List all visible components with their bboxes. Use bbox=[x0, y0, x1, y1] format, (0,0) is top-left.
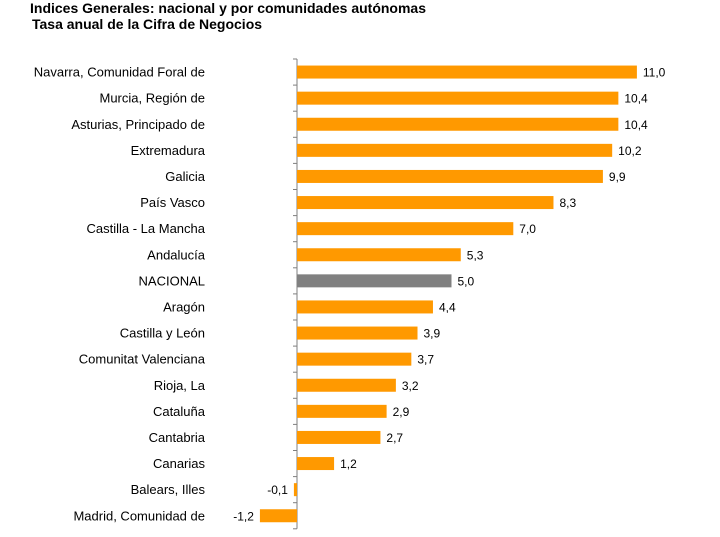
bar bbox=[297, 65, 637, 79]
category-label: Asturias, Principado de bbox=[71, 117, 205, 132]
data-label: 2,7 bbox=[386, 431, 403, 445]
data-label: 4,4 bbox=[439, 300, 456, 314]
data-label: 3,9 bbox=[424, 327, 441, 341]
category-label: Cantabria bbox=[149, 430, 206, 445]
category-label: Andalucía bbox=[147, 247, 206, 262]
bar bbox=[297, 404, 387, 418]
bar bbox=[297, 222, 514, 236]
data-label: -0,1 bbox=[267, 483, 288, 497]
data-label: 10,4 bbox=[624, 92, 648, 106]
data-label: 9,9 bbox=[609, 170, 626, 184]
category-label: Galicia bbox=[165, 169, 206, 184]
category-label: Castilla - La Mancha bbox=[87, 221, 206, 236]
data-label: 7,0 bbox=[519, 222, 536, 236]
category-label: Rioja, La bbox=[154, 378, 206, 393]
category-label: Murcia, Región de bbox=[100, 91, 206, 106]
category-label: Extremadura bbox=[131, 143, 206, 158]
bar bbox=[297, 378, 396, 392]
category-label: Madrid, Comunidad de bbox=[73, 508, 205, 523]
category-label: Balears, Illes bbox=[131, 482, 206, 497]
bar bbox=[297, 169, 603, 183]
category-label: Navarra, Comunidad Foral de bbox=[34, 65, 205, 80]
bar bbox=[297, 248, 461, 262]
category-label: País Vasco bbox=[140, 195, 205, 210]
bar bbox=[297, 91, 619, 105]
data-label: 3,2 bbox=[402, 379, 419, 393]
data-label: 10,2 bbox=[618, 144, 642, 158]
data-label: 1,2 bbox=[340, 457, 357, 471]
chart-title: Indices Generales: nacional y por comuni… bbox=[30, 0, 426, 16]
bar bbox=[297, 117, 619, 131]
data-label: 5,3 bbox=[467, 248, 484, 262]
data-label: 10,4 bbox=[624, 118, 648, 132]
category-label: Cataluña bbox=[153, 404, 206, 419]
bar bbox=[259, 509, 297, 523]
category-label: NACIONAL bbox=[139, 273, 205, 288]
bar bbox=[297, 300, 433, 314]
data-label: 5,0 bbox=[458, 274, 475, 288]
bar bbox=[297, 352, 412, 366]
data-label: 2,9 bbox=[393, 405, 410, 419]
bar bbox=[297, 143, 613, 157]
bar bbox=[297, 274, 452, 288]
data-label: 3,7 bbox=[417, 353, 434, 367]
data-label: 8,3 bbox=[559, 196, 576, 210]
bar bbox=[297, 457, 335, 471]
bar bbox=[297, 430, 381, 444]
bar bbox=[297, 196, 554, 210]
data-label: 11,0 bbox=[643, 66, 666, 80]
chart-subtitle: Tasa anual de la Cifra de Negocios bbox=[32, 16, 263, 32]
bar bbox=[297, 326, 418, 340]
category-label: Canarias bbox=[153, 456, 206, 471]
data-label: -1,2 bbox=[233, 509, 254, 523]
category-label: Comunitat Valenciana bbox=[79, 352, 206, 367]
bar bbox=[293, 483, 297, 497]
category-label: Aragón bbox=[163, 299, 205, 314]
category-label: Castilla y León bbox=[120, 326, 205, 341]
